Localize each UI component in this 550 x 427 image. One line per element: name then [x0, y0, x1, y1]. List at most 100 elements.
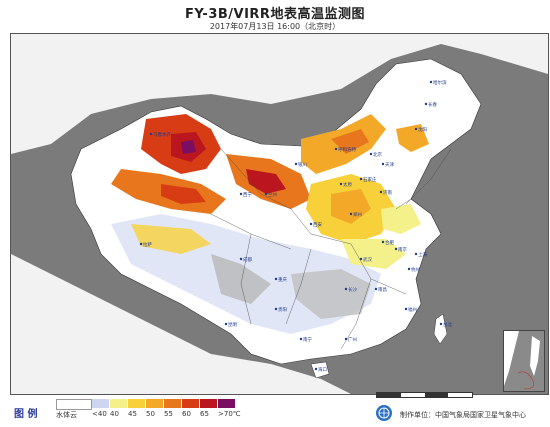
city-label: 太原: [343, 181, 352, 188]
city-label: 福州: [408, 306, 417, 313]
legend-label: 40: [110, 410, 119, 418]
legend-swatch: [110, 399, 128, 408]
city-label: 哈尔滨: [433, 79, 447, 86]
city-dot: [414, 252, 418, 256]
city-dot: [379, 190, 383, 194]
scale-segment: [424, 393, 449, 397]
city-label: 拉萨: [143, 241, 152, 248]
city-label: 南宁: [303, 336, 312, 343]
city-dot: [404, 307, 408, 311]
city-label: 杭州: [411, 266, 420, 273]
neighbor-land: [11, 34, 548, 154]
city-dot: [139, 242, 143, 246]
zone-below-40-b: [211, 254, 271, 304]
legend-label: 60: [182, 410, 191, 418]
city-dot: [374, 287, 378, 291]
hainan-island: [310, 361, 330, 379]
city-label: 武汉: [363, 256, 372, 263]
city-dot: [381, 240, 385, 244]
city-label: 乌鲁木齐: [153, 131, 171, 138]
city-label: 沈阳: [418, 126, 427, 133]
city-dot: [264, 192, 268, 196]
south-china-sea-inset: [503, 330, 545, 392]
legend-swatch: [56, 399, 92, 410]
map-title: FY-3B/VIRR地表高温监测图: [185, 7, 365, 22]
city-dot: [359, 177, 363, 181]
city-dot: [339, 182, 343, 186]
tibet-warm-zone: [131, 224, 211, 254]
scale-bar: [376, 392, 473, 398]
city-dot: [344, 287, 348, 291]
producer-credit: 制作单位：中国气象局国家卫星气象中心: [400, 411, 526, 419]
legend-label: 50: [146, 410, 155, 418]
city-dot: [274, 307, 278, 311]
city-label: 兰州: [268, 191, 277, 198]
city-dot: [369, 152, 373, 156]
map-timestamp: 2017年07月13日 16:00（北京时）: [209, 22, 341, 31]
inner-mongolia-core-zone: [331, 129, 369, 154]
city-dot: [149, 132, 153, 136]
city-dot: [239, 257, 243, 261]
legend-swatch: [182, 399, 200, 408]
city-label: 济南: [383, 189, 392, 196]
city-dot: [424, 102, 428, 106]
legend-swatch: [218, 399, 236, 408]
city-label: 呼和浩特: [338, 146, 356, 153]
legend-color-bar: [56, 399, 236, 410]
city-label: 重庆: [278, 276, 287, 283]
legend-label: 65: [200, 410, 209, 418]
legend-swatch: [128, 399, 146, 408]
city-label: 昆明: [228, 322, 237, 328]
city-dot: [309, 222, 313, 226]
legend-swatch: [200, 399, 218, 408]
legend-label: 45: [128, 410, 137, 418]
legend-label: >70℃: [218, 410, 241, 418]
map-canvas: 哈尔滨 长春 沈阳 呼和浩特 北京 天津 石家庄 太原 济南 银川 兰州 西宁 西安 郑州 合肥 南京 上海 杭州…: [10, 33, 549, 395]
legend-title: 图 例: [14, 409, 38, 420]
city-dot: [294, 162, 298, 166]
province-boundaries: [210, 148, 452, 350]
city-label: 南京: [398, 246, 407, 253]
city-dot: [429, 80, 433, 84]
city-dot: [314, 367, 318, 371]
city-dot: [439, 322, 443, 326]
city-dot: [239, 192, 243, 196]
scale-segment: [377, 393, 401, 397]
city-label: 石家庄: [363, 176, 377, 183]
legend-label: 55: [164, 410, 173, 418]
city-label: 长春: [428, 101, 437, 108]
city-label: 广州: [348, 336, 357, 343]
city-label: 成都: [243, 256, 252, 263]
city-label: 天津: [385, 161, 394, 168]
scale-segment: [448, 393, 472, 397]
legend-swatch: [92, 399, 110, 408]
legend-label: 水体云: [56, 411, 77, 419]
city-label: 南昌: [378, 286, 387, 293]
city-label: 西安: [313, 221, 322, 228]
city-label: 银川: [298, 161, 307, 168]
city-label: 长沙: [348, 286, 357, 293]
city-dot: [407, 267, 411, 271]
xinjiang-max-zone: [181, 140, 196, 154]
city-dot: [344, 337, 348, 341]
city-label: 海口: [318, 366, 327, 373]
city-label: 上海: [418, 251, 427, 258]
tarim-core-zone: [161, 184, 206, 204]
city-label: 郑州: [353, 211, 362, 218]
city-dot: [334, 147, 338, 151]
city-label: 台北: [443, 321, 452, 328]
legend-labels: 水体云 <40 40 45 50 55 60 65 >70℃: [56, 410, 241, 420]
zone-cloud-grey: [291, 269, 371, 319]
city-dot: [224, 322, 228, 326]
city-dot: [349, 212, 353, 216]
city-dot: [274, 277, 278, 281]
legend-swatch: [146, 399, 164, 408]
city-label: 西宁: [243, 191, 252, 198]
city-dot: [359, 257, 363, 261]
taiwan-island: [433, 313, 448, 345]
satellite-center-logo-icon: [376, 405, 392, 421]
south-neighbor-land: [11, 254, 351, 394]
city-label: 北京: [373, 151, 382, 158]
